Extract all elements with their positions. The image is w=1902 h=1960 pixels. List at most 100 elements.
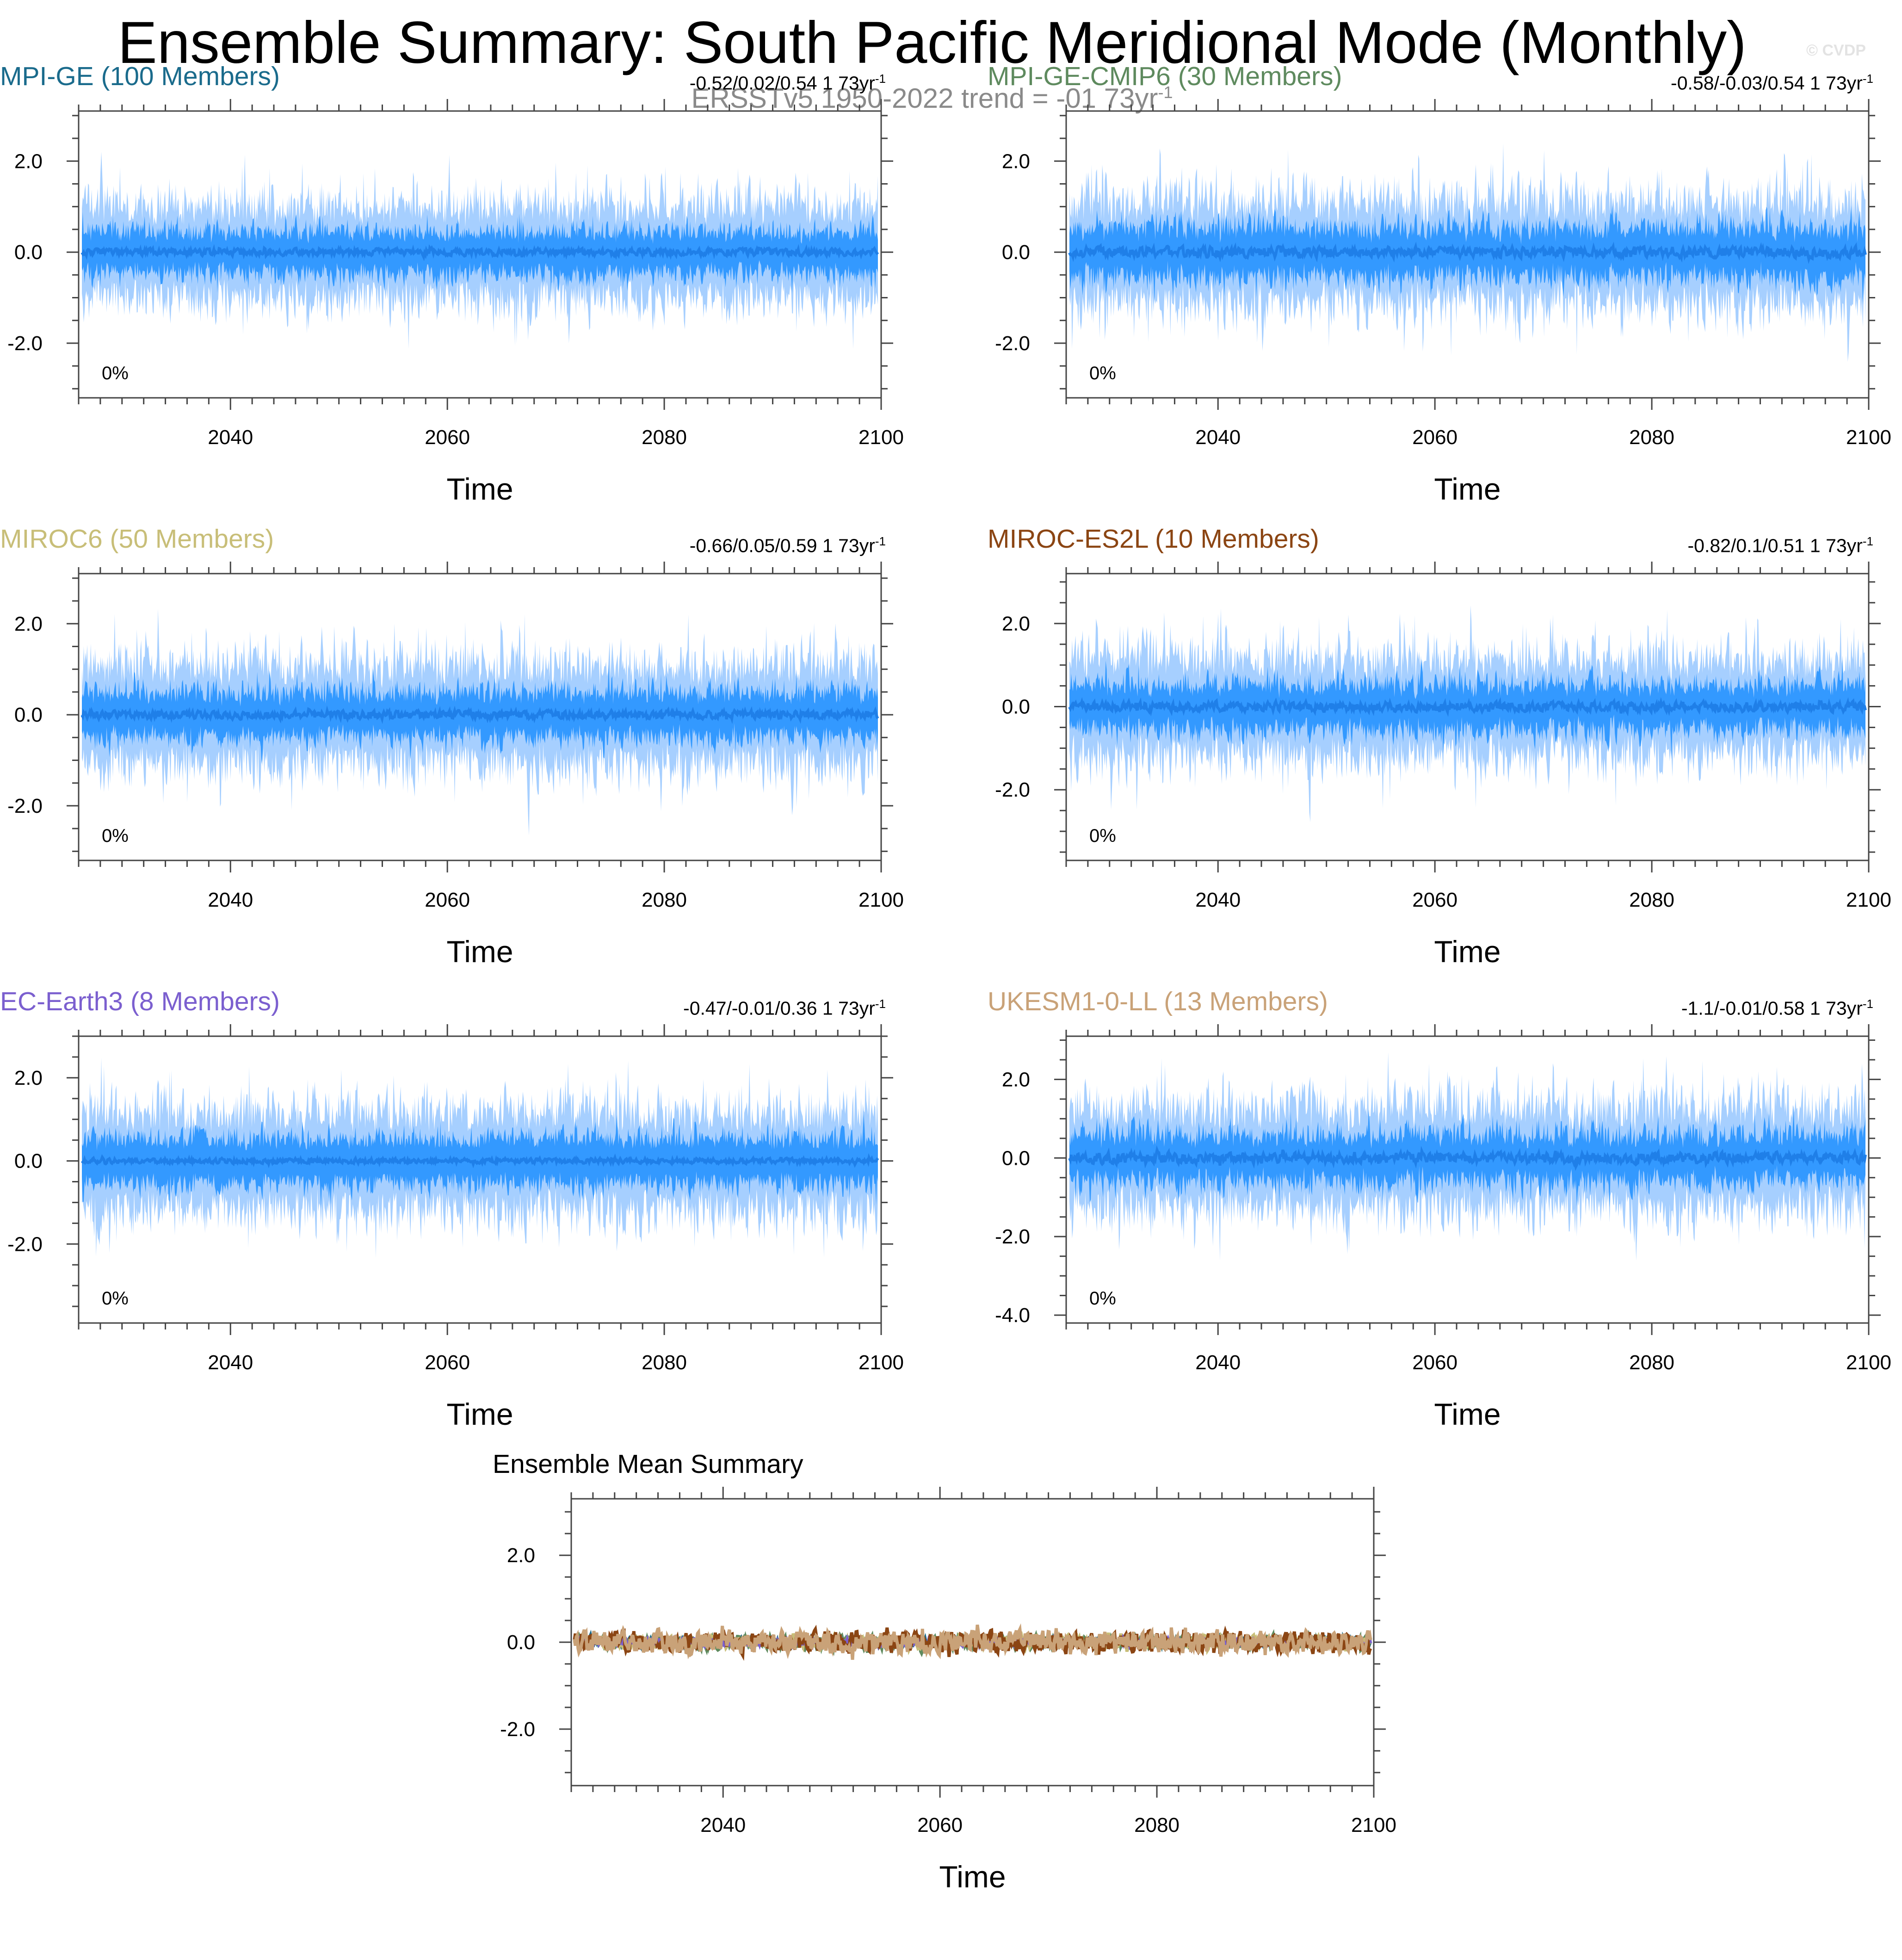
- x-tick-label: 2080: [642, 889, 687, 911]
- page-subtitle: ERSSTv5 1950-2022 trend = -01 73yr-1: [0, 74, 1864, 117]
- chart-stats-text: -0.82/0.1/0.51 1 73yr: [1687, 535, 1863, 556]
- chart-title: MPI-GE (100 Members): [0, 62, 280, 91]
- subtitle-text: ERSSTv5 1950-2022 trend = -01 73yr: [691, 83, 1158, 114]
- chart-stats: -0.47/-0.01/0.36 1 73yr-1: [683, 992, 886, 1020]
- chart-panel-miroc-es2l: MIROC-ES2L (10 Members) -0.82/0.1/0.51 1 …: [988, 523, 1891, 995]
- chart-stats: -1.1/-0.01/0.58 1 73yr-1: [1681, 992, 1873, 1020]
- x-tick-label: 2080: [1629, 889, 1674, 911]
- chart-stats: -0.52/0.02/0.54 1 73yr-1: [690, 67, 886, 95]
- plot-area: [573, 1623, 1372, 1661]
- x-axis-title: Time: [446, 1397, 513, 1431]
- y-tick-label: -2.0: [7, 1233, 43, 1255]
- plot-frame: [78, 1035, 882, 1324]
- y-tick-label: 2.0: [1002, 1068, 1030, 1091]
- x-tick-label: 2080: [1134, 1814, 1179, 1836]
- chart-stats-text: -0.66/0.05/0.59 1 73yr: [689, 535, 875, 556]
- subtitle-exponent: -1: [1158, 83, 1173, 102]
- chart-stats: -0.66/0.05/0.59 1 73yr-1: [690, 529, 886, 558]
- x-tick-label: 2060: [917, 1814, 963, 1836]
- inner-spread-band: [1069, 659, 1865, 760]
- plot-frame: [78, 110, 882, 399]
- x-tick-label: 2040: [1195, 889, 1241, 911]
- chart-svg: 2040 2060 2080 2100 -2.0 0.0 2.0 Time: [500, 1487, 1396, 1894]
- chart-title: MIROC-ES2L (10 Members): [988, 524, 1319, 554]
- y-tick-label: -2.0: [995, 779, 1030, 801]
- y-tick-label: 2.0: [14, 612, 43, 635]
- chart-stats-text: -0.52/0.02/0.54 1 73yr: [689, 72, 875, 94]
- y-tick-label: 2.0: [14, 1067, 43, 1089]
- chart-title: MPI-GE-CMIP6 (30 Members): [988, 62, 1342, 91]
- percent-label: 0%: [102, 1288, 129, 1309]
- x-tick-label: 2100: [1846, 1351, 1891, 1374]
- percent-label: 0%: [102, 826, 129, 846]
- y-tick-label: -2.0: [500, 1718, 535, 1741]
- x-tick-label: 2100: [1846, 426, 1891, 449]
- chart-panel-mpi-ge: MPI-GE (100 Members) -0.52/0.02/0.54 1 73…: [0, 60, 904, 532]
- x-axis-title: Time: [446, 934, 513, 969]
- chart-panel-miroc6: MIROC6 (50 Members) -0.66/0.05/0.59 1 73y…: [0, 523, 904, 995]
- x-tick-label: 2060: [425, 889, 470, 911]
- plot-area: [80, 152, 879, 349]
- plot-frame: [1065, 1035, 1870, 1324]
- ensemble-mean-line: [1068, 241, 1867, 264]
- x-tick-label: 2060: [1412, 889, 1457, 911]
- chart-svg: 2040 2060 2080 2100 -2.0 0.0 2.0 Time 0%: [7, 99, 904, 506]
- x-tick-label: 2060: [1412, 426, 1457, 449]
- plot-frame: [1065, 110, 1870, 399]
- ensemble-mean-line: [80, 705, 879, 724]
- y-tick-label: 0.0: [1002, 241, 1030, 264]
- ensemble-mean-line: [1068, 697, 1867, 717]
- chart-stats-exponent: -1: [875, 72, 886, 86]
- chart-stats: -0.82/0.1/0.51 1 73yr-1: [1688, 529, 1874, 558]
- x-tick-label: 2100: [858, 889, 904, 911]
- chart-stats-exponent: -1: [1862, 997, 1873, 1011]
- y-tick-label: 2.0: [1002, 150, 1030, 173]
- x-tick-label: 2040: [1195, 426, 1241, 449]
- x-tick-label: 2060: [1412, 1351, 1457, 1374]
- chart-stats-exponent: -1: [1862, 534, 1873, 548]
- series-line-ukesm1-0-ll: [573, 1623, 1372, 1660]
- plot-frame: [78, 573, 882, 861]
- chart-svg: 2040 2060 2080 2100 -2.0 0.0 2.0 Time 0%: [995, 562, 1891, 969]
- chart-stats-text: -1.1/-0.01/0.58 1 73yr: [1681, 997, 1863, 1019]
- chart-panel-ukesm1-0-ll: UKESM1-0-LL (13 Members) -1.1/-0.01/0.58 …: [988, 985, 1891, 1457]
- x-tick-label: 2100: [1351, 1814, 1396, 1836]
- chart-title: EC-Earth3 (8 Members): [0, 987, 280, 1016]
- chart-stats: -0.58/-0.03/0.54 1 73yr-1: [1671, 67, 1873, 95]
- percent-label: 0%: [1089, 363, 1116, 383]
- y-tick-label: -2.0: [7, 795, 43, 817]
- x-tick-label: 2100: [1846, 889, 1891, 911]
- y-tick-label: 0.0: [14, 704, 43, 726]
- chart-stats-text: -0.47/-0.01/0.36 1 73yr: [683, 997, 875, 1019]
- page-title: Ensemble Summary: South Pacific Meridion…: [117, 10, 1747, 76]
- x-tick-label: 2060: [425, 426, 470, 449]
- x-tick-label: 2080: [642, 426, 687, 449]
- percent-label: 0%: [1089, 1288, 1116, 1309]
- y-tick-label: 0.0: [507, 1631, 535, 1654]
- plot-area: [80, 1057, 879, 1258]
- plot-area: [1068, 143, 1867, 362]
- plot-area: [1068, 1052, 1867, 1261]
- cvdp-watermark: © CVDP: [1806, 42, 1866, 59]
- chart-svg: 2040 2060 2080 2100 -2.0 0.0 2.0 Time 0%: [995, 99, 1891, 506]
- x-axis-title: Time: [1434, 934, 1501, 969]
- x-tick-label: 2060: [425, 1351, 470, 1374]
- x-tick-label: 2040: [208, 426, 253, 449]
- x-tick-label: 2080: [1629, 1351, 1674, 1374]
- y-tick-label: 0.0: [1002, 1147, 1030, 1169]
- chart-panel-mpi-ge-cmip6: MPI-GE-CMIP6 (30 Members) -0.58/-0.03/0.5…: [988, 60, 1891, 532]
- y-tick-label: 2.0: [14, 150, 43, 173]
- x-axis-title: Time: [939, 1860, 1006, 1894]
- x-tick-label: 2080: [642, 1351, 687, 1374]
- y-tick-label: 2.0: [507, 1544, 535, 1567]
- ensemble-mean-line: [80, 1153, 879, 1169]
- percent-label: 0%: [102, 363, 129, 383]
- x-tick-label: 2040: [1195, 1351, 1241, 1374]
- x-tick-label: 2100: [858, 1351, 904, 1374]
- plot-frame: [1065, 573, 1870, 861]
- chart-stats-exponent: -1: [875, 534, 886, 548]
- chart-title: Ensemble Mean Summary: [493, 1449, 803, 1479]
- y-tick-label: 0.0: [14, 1150, 43, 1173]
- y-tick-label: 2.0: [1002, 612, 1030, 635]
- x-tick-label: 2040: [700, 1814, 746, 1836]
